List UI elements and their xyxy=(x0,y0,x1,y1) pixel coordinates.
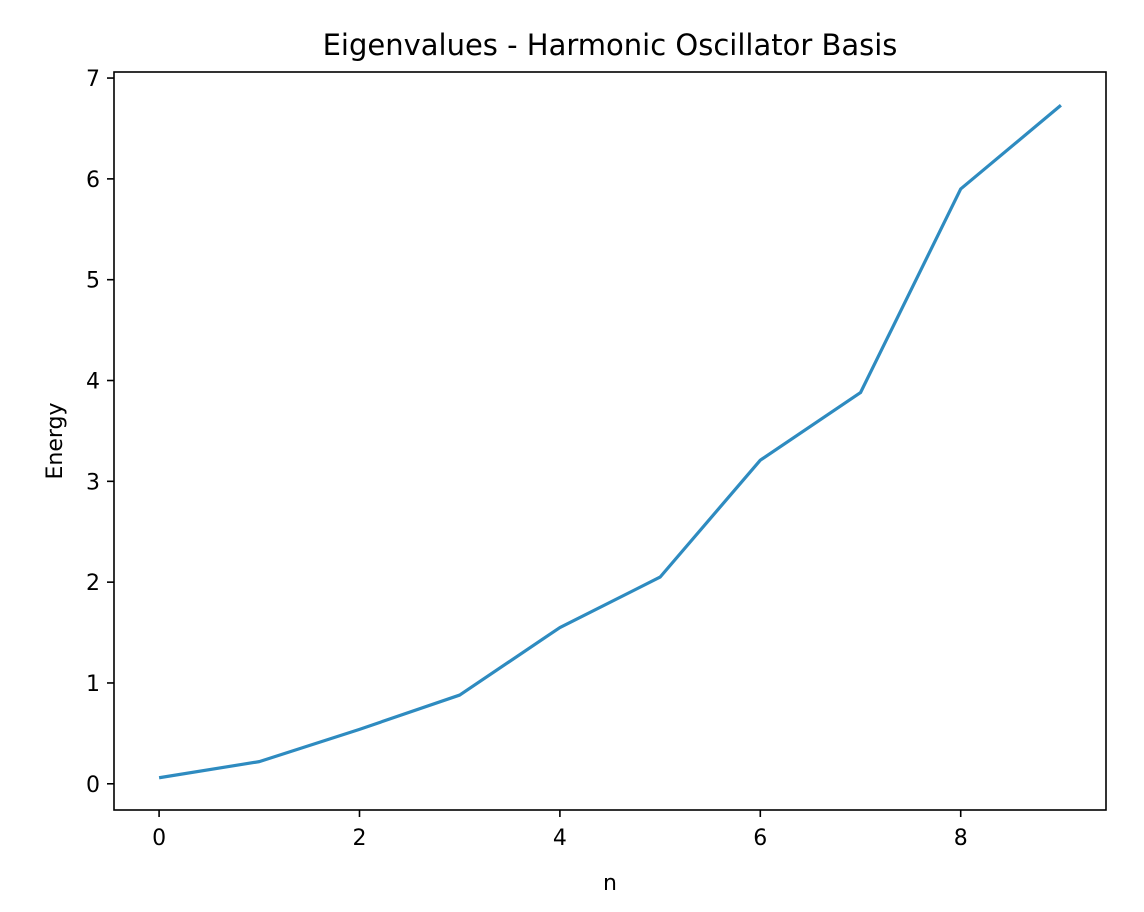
x-tick-label: 6 xyxy=(753,826,767,851)
x-tick-label: 2 xyxy=(352,826,366,851)
y-tick-label: 4 xyxy=(86,370,100,395)
y-axis-label: Energy xyxy=(43,402,68,479)
y-tick-label: 1 xyxy=(86,672,100,697)
y-tick-label: 3 xyxy=(86,470,100,495)
x-tick-label: 8 xyxy=(954,826,968,851)
y-tick-label: 0 xyxy=(86,773,100,798)
y-tick-label: 6 xyxy=(86,168,100,193)
chart-title: Eigenvalues - Harmonic Oscillator Basis xyxy=(323,28,898,62)
y-tick-label: 7 xyxy=(86,67,100,92)
x-tick-label: 4 xyxy=(553,826,567,851)
x-tick-label: 0 xyxy=(152,826,166,851)
x-axis-label: n xyxy=(603,871,617,896)
y-tick-label: 5 xyxy=(86,269,100,294)
y-tick-label: 2 xyxy=(86,571,100,596)
